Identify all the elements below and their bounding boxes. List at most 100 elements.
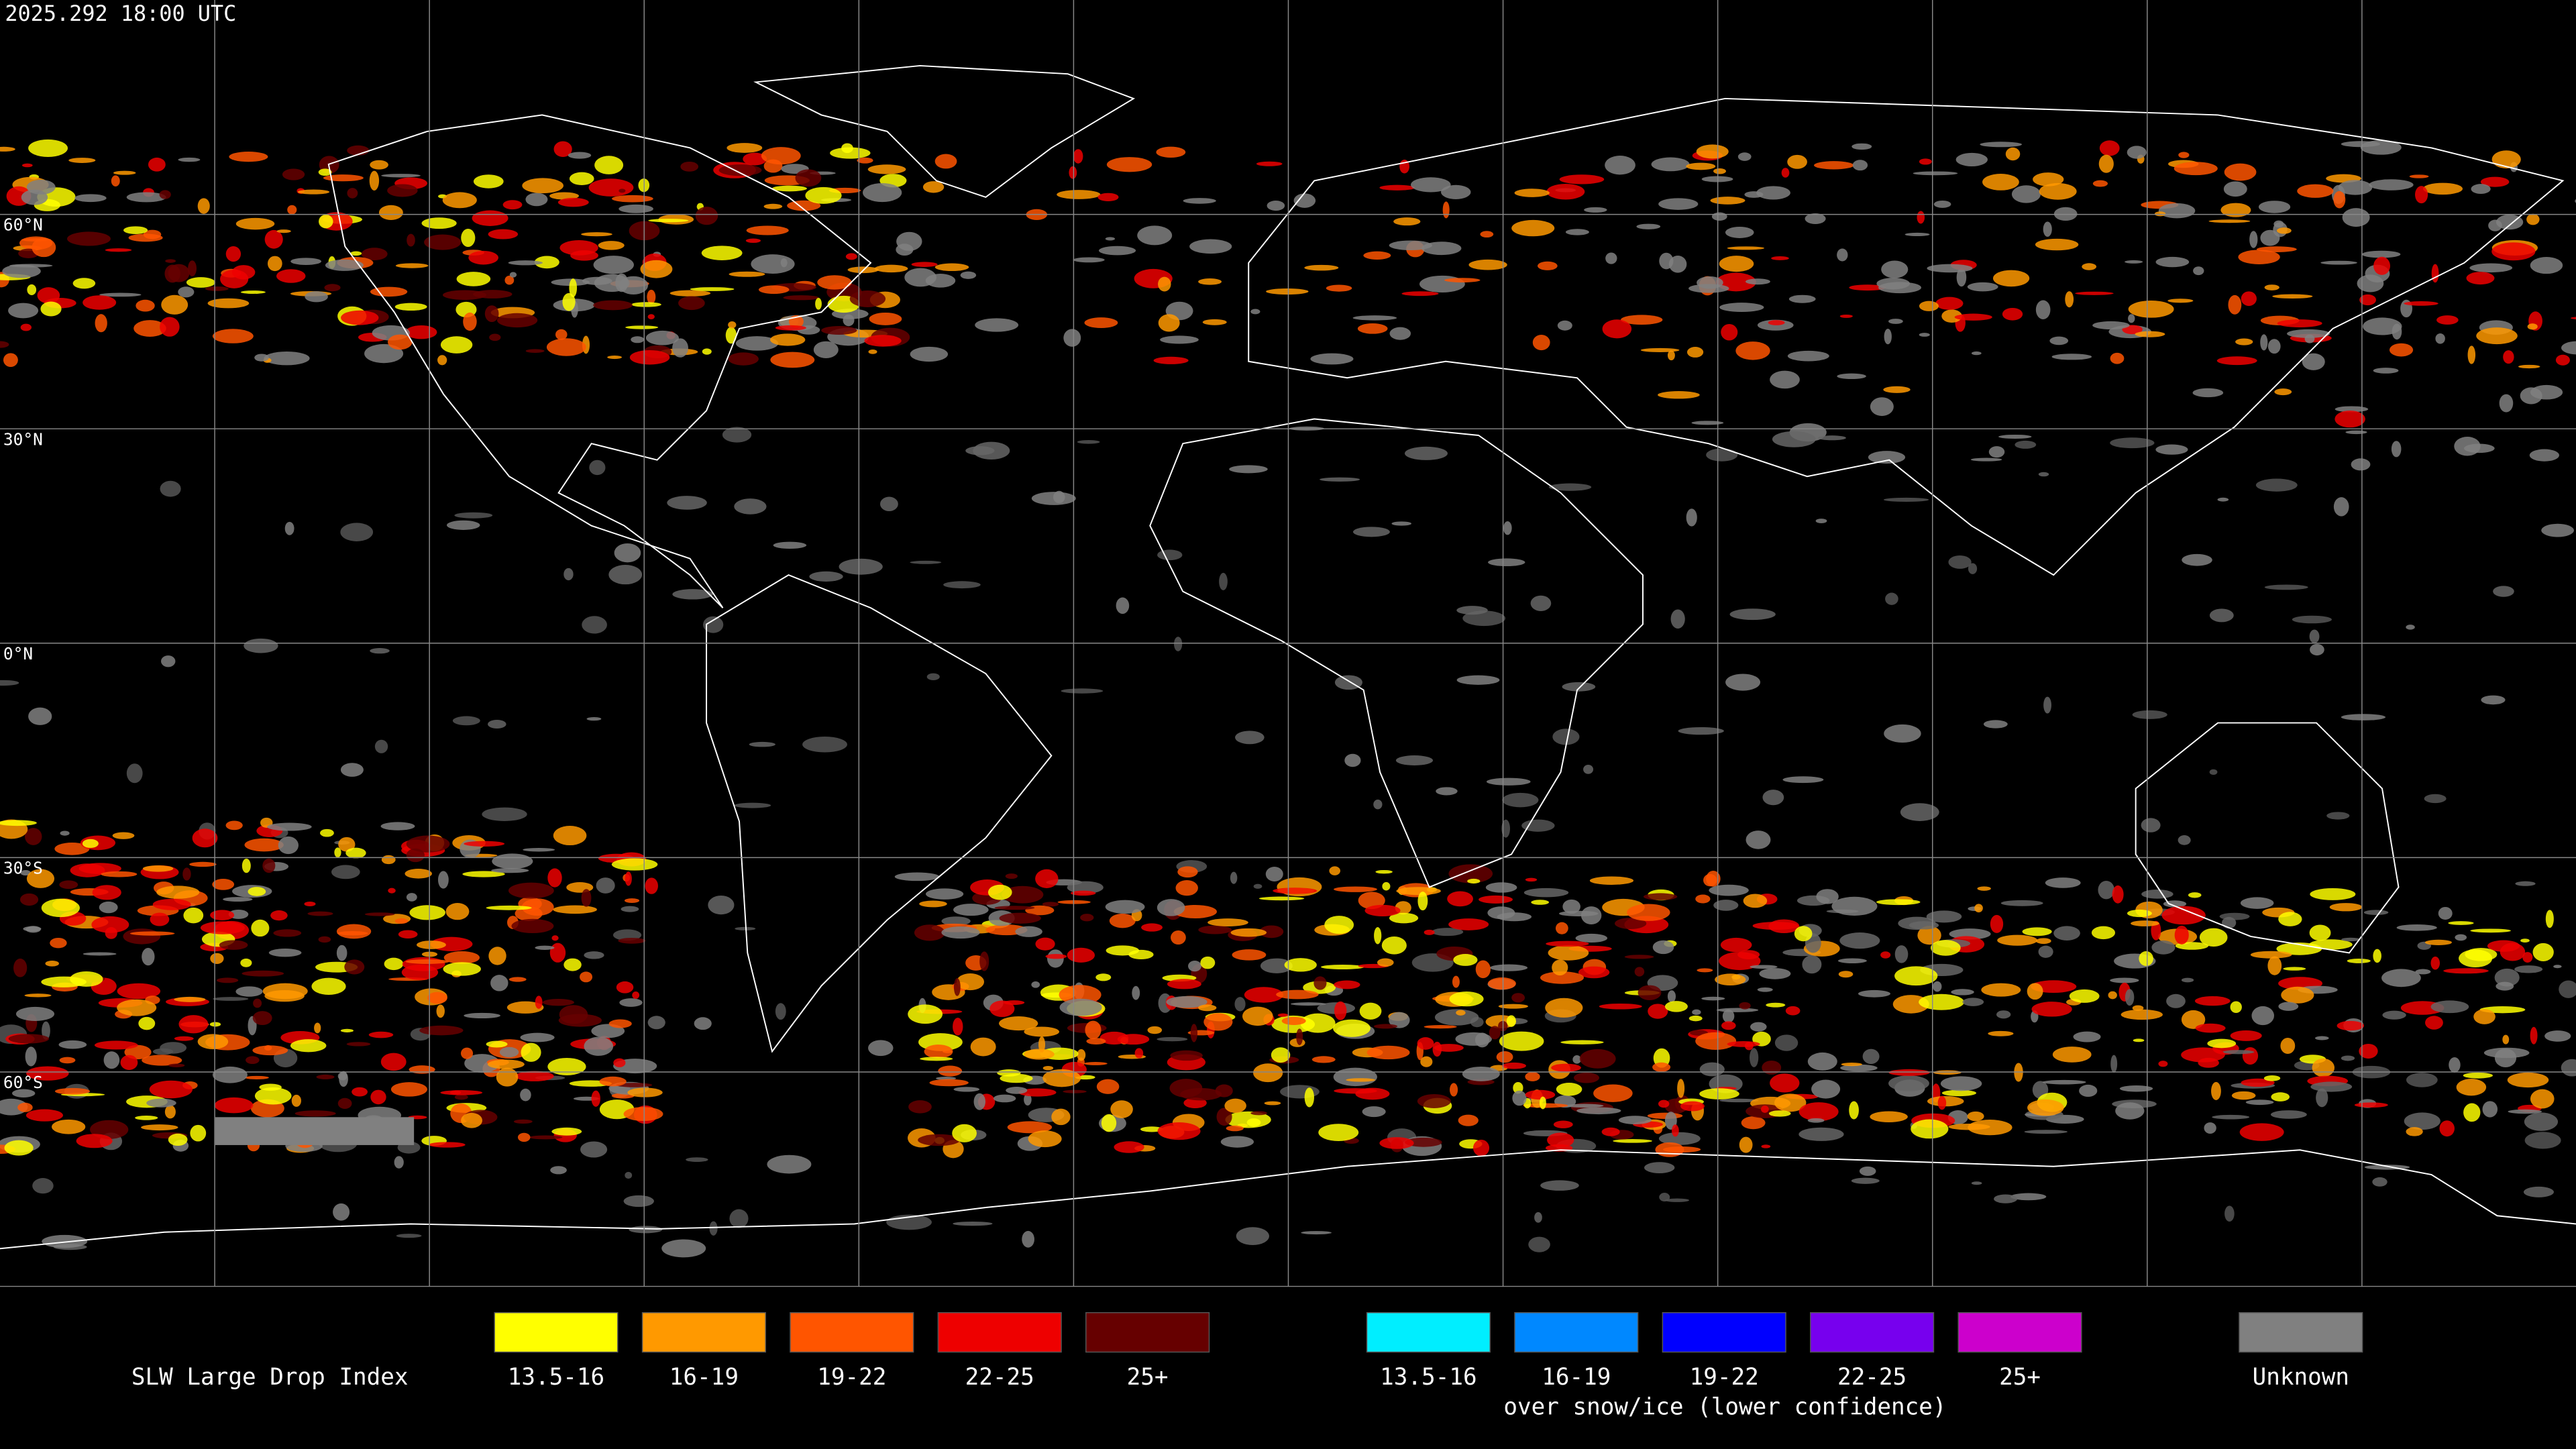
cloud-patch — [112, 832, 135, 839]
cloud-patch — [523, 847, 555, 852]
cloud-patch — [522, 178, 564, 194]
cloud-patch — [440, 1090, 483, 1095]
cloud-patch — [1157, 1122, 1201, 1140]
cloud-patch — [1334, 886, 1377, 892]
cloud-patch — [1880, 951, 1891, 959]
cloud-patch — [1220, 1136, 1254, 1148]
cloud-patch — [2456, 1079, 2487, 1096]
cloud-patch — [1532, 334, 1550, 351]
cloud-patch — [1624, 955, 1654, 959]
cloud-patch — [2341, 714, 2386, 720]
cloud-patch — [1379, 1137, 1414, 1149]
cloud-patch — [1417, 1093, 1451, 1108]
cloud-patch — [1644, 1162, 1675, 1173]
latitude-label: 60°N — [3, 215, 43, 235]
cloud-patch — [2287, 329, 2330, 338]
cloud-patch — [323, 174, 364, 182]
cloud-patch — [240, 958, 252, 967]
cloud-patch — [369, 170, 380, 191]
cloud-patch — [1762, 790, 1784, 806]
cloud-patch — [9, 264, 53, 268]
cloud-patch — [1456, 1010, 1466, 1016]
cloud-patch — [1000, 1073, 1033, 1083]
cloud-patch — [262, 983, 308, 1000]
cloud-patch — [1720, 937, 1752, 953]
cloud-patch — [103, 1051, 120, 1069]
cloud-patch — [2132, 710, 2167, 719]
cloud-patch — [2463, 1072, 2493, 1079]
cloud-patch — [67, 231, 111, 246]
cloud-patch — [749, 741, 775, 747]
cloud-patch — [1424, 929, 1435, 935]
cloud-patch — [264, 351, 310, 366]
cloud-patch — [1401, 291, 1439, 297]
cloud-patch — [311, 977, 346, 996]
cloud-patch — [1080, 914, 1094, 922]
cloud-patch — [1147, 1026, 1163, 1034]
cloud-patch — [970, 1037, 996, 1057]
cloud-patch — [1171, 930, 1186, 945]
cloud-patch — [1818, 435, 1846, 441]
cloud-patch — [2530, 1089, 2555, 1109]
cloud-patch — [2235, 338, 2253, 345]
cloud-patch — [1805, 213, 1826, 224]
cloud-patch — [1739, 1002, 1751, 1010]
cloud-patch — [264, 1045, 272, 1051]
cloud-patch — [1729, 608, 1776, 621]
cloud-patch — [1548, 945, 1589, 961]
cloud-patch — [2125, 260, 2143, 264]
cloud-patch — [1695, 894, 1711, 904]
cloud-patch — [1537, 261, 1558, 270]
cloud-patch — [2188, 892, 2202, 898]
cloud-patch — [1565, 1104, 1604, 1108]
cloud-patch — [1096, 1079, 1120, 1094]
cloud-patch — [1389, 912, 1419, 924]
cloud-patch — [1647, 1112, 1683, 1119]
cloud-patch — [70, 971, 103, 987]
cloud-patch — [2217, 497, 2229, 502]
cloud-patch — [368, 1031, 394, 1038]
cloud-patch — [1935, 297, 1964, 310]
cloud-patch — [1117, 1034, 1150, 1045]
cloud-patch — [953, 977, 961, 996]
cloud-patch — [546, 338, 586, 356]
cloud-patch — [621, 906, 639, 912]
cloud-patch — [1841, 1063, 1863, 1067]
cloud-patch — [1225, 1111, 1271, 1128]
cloud-patch — [1042, 1069, 1081, 1087]
cloud-patch — [254, 354, 269, 362]
cloud-patch — [168, 1063, 185, 1067]
cloud-patch — [647, 314, 655, 320]
cloud-patch — [1310, 353, 1354, 365]
cloud-patch — [1140, 1126, 1164, 1132]
cloud-patch — [1105, 900, 1145, 914]
cloud-patch — [320, 828, 334, 837]
cloud-patch — [999, 912, 1041, 924]
cloud-patch — [623, 1195, 654, 1208]
cloud-patch — [1063, 1089, 1087, 1093]
legend-label: 19-22 — [1690, 1364, 1759, 1391]
cloud-patch — [1884, 724, 1921, 743]
cloud-patch — [94, 1040, 138, 1050]
cloud-patch — [381, 855, 396, 865]
cloud-patch — [2128, 301, 2174, 318]
legend-label: 16-19 — [1542, 1364, 1611, 1391]
cloud-patch — [2382, 1010, 2406, 1020]
cloud-patch — [252, 1045, 288, 1056]
cloud-patch — [1525, 877, 1538, 882]
cloud-patch — [117, 983, 161, 1000]
cloud-patch — [2527, 323, 2538, 330]
cloud-patch — [2406, 1073, 2438, 1087]
cloud-patch — [1364, 904, 1401, 916]
cloud-patch — [1888, 1075, 1929, 1091]
cloud-patch — [2035, 938, 2051, 945]
cloud-patch — [2363, 317, 2402, 335]
cloud-patch — [2250, 951, 2292, 959]
cloud-patch — [2345, 430, 2367, 435]
latitude-label: 60°S — [3, 1073, 43, 1092]
cloud-patch — [2251, 1006, 2275, 1026]
cloud-patch — [488, 720, 506, 729]
cloud-patch — [212, 1066, 248, 1083]
cloud-patch — [534, 256, 559, 269]
